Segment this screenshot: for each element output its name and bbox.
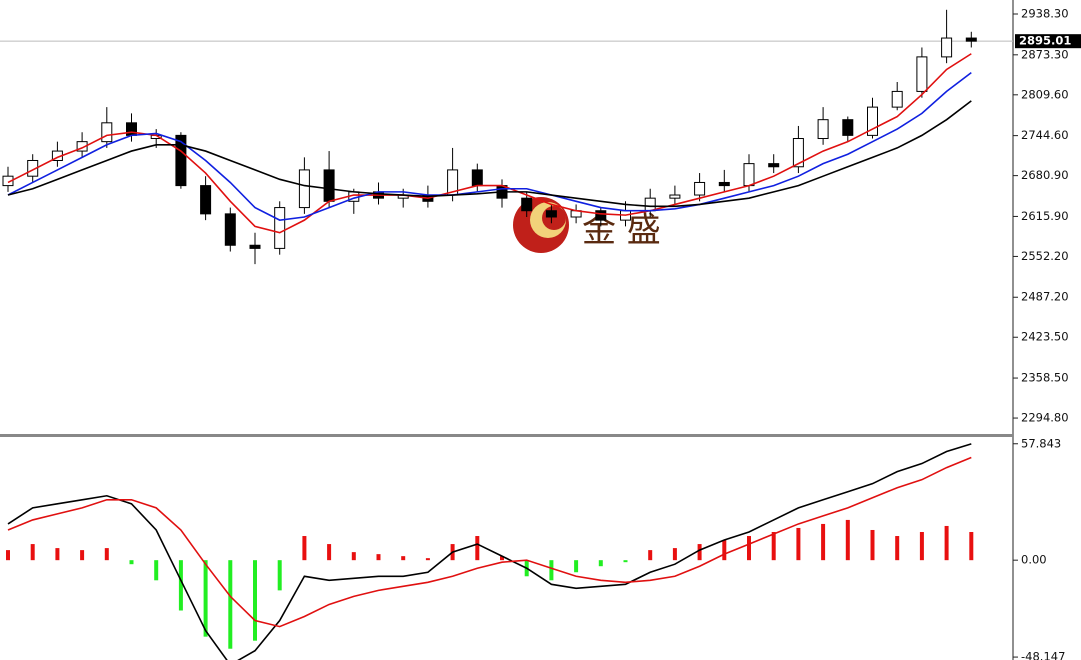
candle-body [76,141,88,152]
histogram-bar [796,527,801,561]
histogram-bar [178,560,183,611]
candle-body [743,163,755,187]
candle-body [842,119,854,136]
candle-body [101,122,113,143]
histogram-bar [697,544,702,561]
macd-line [7,443,972,660]
histogram-bar [747,536,751,561]
candle-body [941,37,953,58]
histogram-bar [845,519,850,561]
histogram-bar [154,560,159,581]
histogram-bar [401,556,406,561]
histogram-bar [549,560,554,581]
y-tick-label: 2809.60 [1021,87,1069,101]
histogram-bar [376,554,381,561]
candle-body [817,119,829,140]
y-tick-label: 2358.50 [1021,371,1069,385]
candle-body [644,197,656,212]
candle-body [916,56,928,92]
histogram-bar [969,531,974,561]
candle-body [867,106,878,136]
candle-body [126,122,137,136]
histogram-bar [895,536,900,561]
histogram-bar [672,548,677,561]
histogram-bar [327,544,332,561]
histogram-bar [30,544,35,561]
histogram-bar [623,560,628,563]
histogram-bar [574,560,579,573]
y-tick-label: 2938.30 [1021,7,1069,21]
candle-body [694,181,706,196]
candle-body [323,169,335,202]
histogram-bar [598,560,603,567]
histogram-bar [722,540,727,561]
histogram-bar [944,525,949,561]
histogram-bar [425,558,430,561]
candle-body [224,213,236,246]
pane-divider [0,434,1013,437]
histogram-bar [870,529,875,561]
histogram-bar [351,552,356,561]
histogram-bar [277,560,282,591]
candle-body [200,185,212,215]
candle-body [27,159,39,177]
histogram-bar [253,560,257,641]
histogram-bar [821,523,826,561]
candle-body [274,207,286,249]
candle-body [965,37,977,42]
y-tick-label: 0.00 [1021,553,1047,567]
moving-average [7,71,972,221]
y-tick-label: -48.147 [1021,650,1065,660]
candle-body [2,175,14,187]
histogram-bar [6,550,10,561]
y-tick-label: 2873.30 [1021,47,1069,61]
histogram-bar [919,531,924,561]
candle-body [545,210,557,218]
candle-body [595,210,607,221]
histogram-bar [771,531,776,561]
y-tick-label: 2680.90 [1021,168,1069,182]
y-tick-label: 2487.20 [1021,290,1069,304]
candle-body [249,244,261,249]
moving-average [7,53,972,234]
histogram-bar [104,548,109,561]
candle-body [298,169,310,209]
y-tick-label: 57.843 [1021,436,1061,450]
candle-body [175,134,187,187]
histogram-bar [648,550,653,561]
candle-body [792,138,804,168]
y-tick-label: 2615.90 [1021,209,1069,223]
histogram-bar [203,560,208,637]
macd-line [7,456,972,628]
histogram-bar [228,560,233,649]
moving-average [7,100,972,208]
last-price-label: 2895.01 [1019,34,1071,48]
candle-body [768,163,780,168]
candle-body [891,90,903,108]
histogram-bar [129,560,134,565]
histogram-bar [302,536,307,561]
candle-body [669,194,681,199]
histogram-bar [475,536,480,561]
histogram-bar [80,550,85,561]
last-price-box [1015,34,1081,49]
y-tick-label: 2294.80 [1021,411,1069,425]
candle-body [471,169,483,187]
y-tick-label: 2744.60 [1021,128,1069,142]
y-tick-label: 2552.20 [1021,249,1069,263]
histogram-bar [55,548,60,561]
candle-body [521,197,533,212]
candle-body [718,181,730,187]
histogram-bar [500,556,504,561]
y-tick-label: 2423.50 [1021,330,1069,344]
